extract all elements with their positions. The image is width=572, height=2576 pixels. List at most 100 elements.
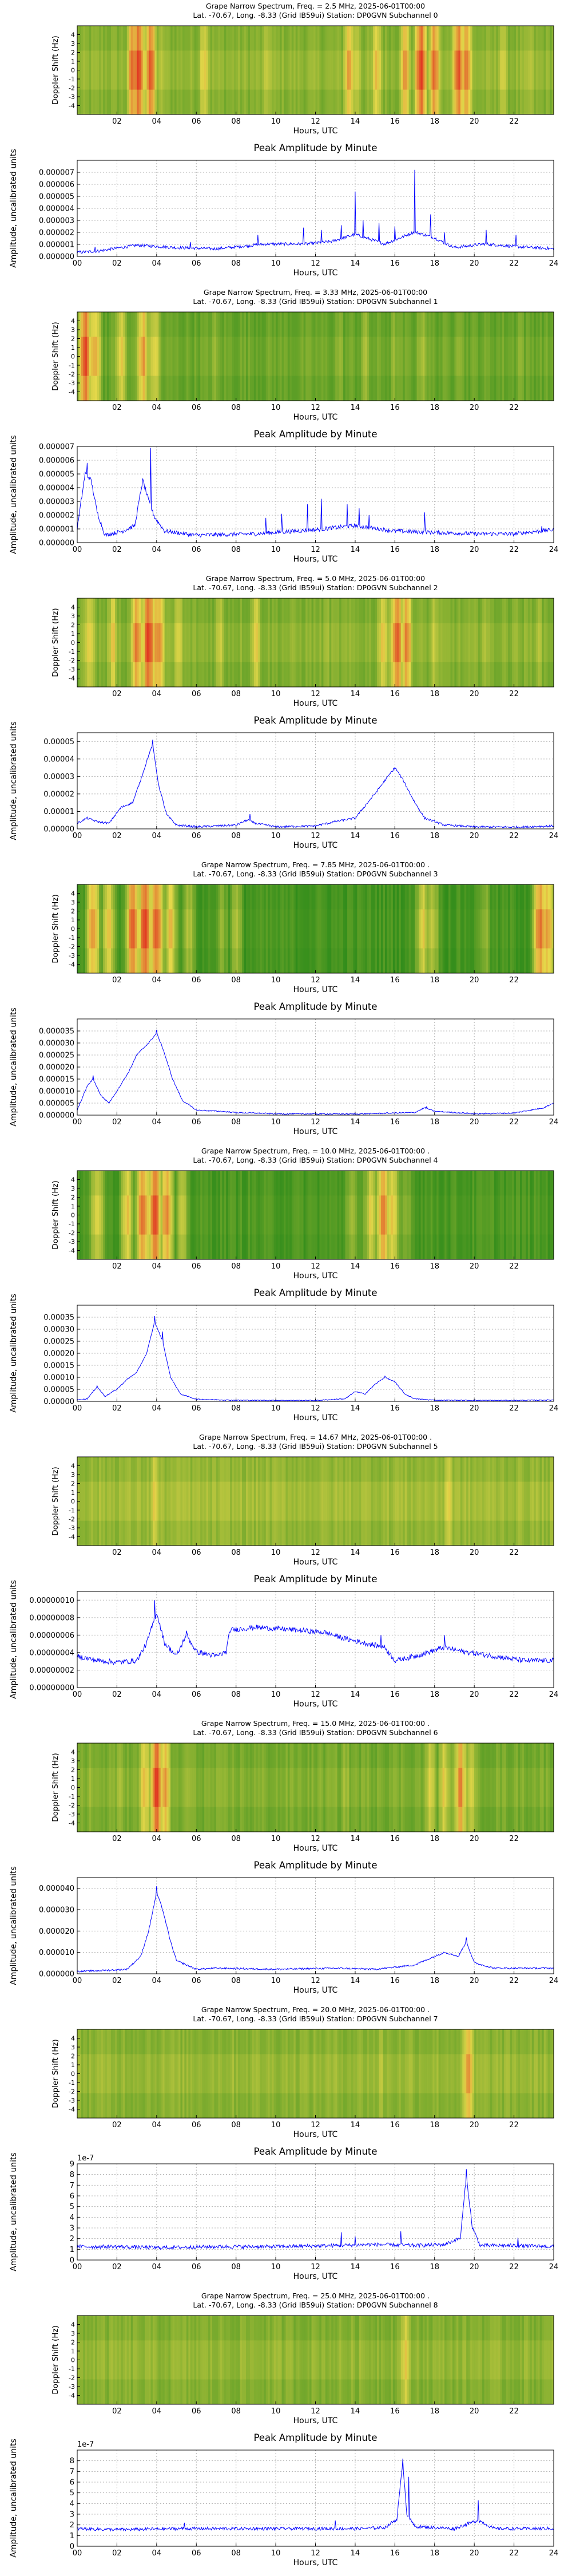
amplitude-panel: Peak Amplitude by Minute0.0000000.000001…	[9, 143, 558, 278]
spectrogram-cell-center	[166, 623, 169, 662]
spectrogram-cell-center	[313, 1481, 316, 1521]
spectrogram-column	[428, 26, 431, 114]
spectrogram-column	[339, 598, 342, 687]
spectrogram-column	[482, 598, 485, 687]
spectrogram-column	[416, 1457, 419, 1546]
spectrogram-cell-center	[430, 50, 433, 90]
spectrogram-column	[424, 26, 427, 114]
spectrogram-column	[158, 1171, 161, 1259]
spectrogram-cell-center	[230, 623, 233, 662]
spectrogram-cell-center	[438, 337, 441, 376]
spectrogram-column	[317, 1171, 320, 1259]
spectrogram-cell-center	[204, 337, 207, 376]
spectrogram-cell-center	[345, 337, 348, 376]
spectrogram-column	[146, 598, 149, 687]
spectrogram-cell-center	[381, 1481, 384, 1521]
x-tick-label: 06	[192, 1548, 201, 1557]
spectrogram-column	[474, 1457, 477, 1546]
spectrogram-column	[400, 312, 403, 401]
spectrogram-column	[166, 598, 169, 687]
spectrogram-column	[285, 598, 288, 687]
spectrogram-cell-center	[218, 1195, 221, 1235]
spectrogram-column	[416, 598, 419, 687]
spectrogram-column	[450, 884, 453, 973]
spectrogram-column	[236, 1457, 239, 1546]
x-tick-label: 14	[351, 832, 360, 840]
spectrogram-cell-center	[498, 909, 500, 949]
spectrogram-cell-center	[87, 337, 90, 376]
spectrogram-column	[145, 26, 148, 114]
spectrogram-column	[411, 312, 414, 401]
amplitude-title: Peak Amplitude by Minute	[253, 1287, 377, 1298]
spectrogram-column	[531, 1457, 534, 1546]
spectrogram-cell-center	[244, 50, 247, 90]
spectrogram-cell-center	[269, 623, 272, 662]
spectrogram-column	[349, 1171, 352, 1259]
spectrogram-column	[407, 884, 410, 973]
spectrogram-cell-center	[242, 1481, 245, 1521]
x-tick-label: 04	[152, 976, 162, 985]
spectrogram-cell-center	[478, 909, 481, 949]
spectrogram-cell-center	[351, 623, 354, 662]
spectrogram-cell-center	[538, 1195, 541, 1235]
spectrogram-column	[341, 1171, 344, 1259]
y-tick-label: -2	[69, 1516, 75, 1523]
spectrogram-cell-center	[403, 50, 406, 90]
x-tick-label: 02	[112, 976, 122, 985]
spectrogram-cell-center	[403, 1481, 406, 1521]
spectrogram-column	[202, 26, 205, 114]
spectrogram-column	[244, 598, 247, 687]
spectrogram-column	[325, 26, 328, 114]
spectrogram-cell-center	[353, 1195, 356, 1235]
spectrogram-cell-center	[168, 623, 171, 662]
spectrogram-column	[430, 598, 433, 687]
spectrogram-column	[538, 312, 541, 401]
spectrogram-cell-center	[133, 909, 136, 949]
spectrogram-column	[353, 312, 356, 401]
x-tick-label: 06	[192, 546, 201, 554]
spectrogram-cell-center	[458, 623, 461, 662]
spectrogram-cell-center	[526, 337, 529, 376]
spectrogram-column	[107, 884, 110, 973]
spectrogram-cell-center	[315, 623, 318, 662]
spectrogram-cell-center	[311, 1195, 314, 1235]
x-tick-label: 16	[390, 259, 400, 268]
spectrogram-column	[490, 312, 492, 401]
spectrogram-column	[188, 598, 191, 687]
x-tick-label: 10	[271, 976, 281, 985]
spectrogram-column	[367, 312, 370, 401]
spectrogram-cell-center	[317, 337, 320, 376]
spectrogram-cell-center	[424, 337, 427, 376]
spectrogram-cell-center	[111, 337, 114, 376]
y-tick-label: 0.000030	[39, 1040, 74, 1048]
x-tick-label: 06	[192, 976, 201, 985]
x-tick-label: 12	[311, 546, 320, 554]
spectrogram-column	[158, 1457, 161, 1546]
spectrogram-column	[291, 312, 294, 401]
y-tick-label: -2	[69, 657, 75, 665]
spectrogram-cell-center	[325, 1195, 328, 1235]
spectrogram-column	[172, 312, 175, 401]
spectrogram-column	[277, 312, 280, 401]
spectrogram-cell-center	[476, 50, 479, 90]
spectrogram-cell-center	[399, 337, 402, 376]
spectrogram-column	[480, 1171, 483, 1259]
spectrogram-column	[287, 26, 290, 114]
spectrogram-cell-center	[162, 337, 165, 376]
spectrogram-cell-center	[107, 337, 110, 376]
spectrogram-cell-center	[488, 50, 491, 90]
spectrogram-subtitle: Lat. -70.67, Long. -8.33 (Grid IB59ui) S…	[193, 583, 438, 592]
spectrogram-cell-center	[490, 909, 492, 949]
spectrogram-column	[152, 26, 155, 114]
spectrogram-column	[166, 1457, 169, 1546]
spectrogram-column	[355, 1171, 357, 1259]
spectrogram-cell-center	[422, 1195, 425, 1235]
spectrogram-cell-center	[448, 909, 451, 949]
spectrogram-column	[335, 312, 338, 401]
x-tick-label: 22	[509, 832, 519, 840]
spectrogram-cell-center	[246, 1195, 249, 1235]
spectrogram-column	[79, 884, 82, 973]
spectrogram-cell-center	[543, 1481, 546, 1521]
spectrogram-column	[216, 1457, 219, 1546]
spectrogram-cell-center	[126, 909, 129, 949]
